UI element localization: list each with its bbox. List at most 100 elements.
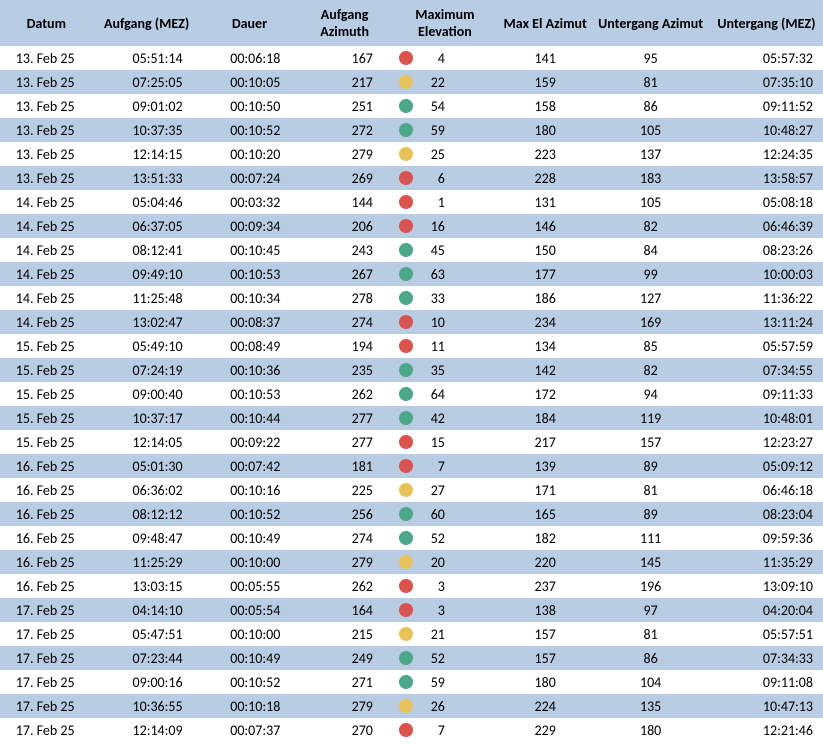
elevation-value: 52 (425, 530, 445, 547)
cell: 169 (591, 310, 709, 334)
elevation-dot-icon (399, 99, 413, 113)
cell-max-elevation: 60 (391, 502, 499, 526)
cell-max-elevation: 45 (391, 238, 499, 262)
cell: 157 (591, 430, 709, 454)
cell: 00:10:49 (201, 646, 299, 670)
cell: 09:48:47 (93, 526, 201, 550)
cell-max-elevation: 3 (391, 574, 499, 598)
cell: 184 (499, 406, 592, 430)
cell: 06:36:02 (93, 478, 201, 502)
cell: 12:14:15 (93, 142, 201, 166)
cell: 06:46:39 (710, 214, 823, 238)
cell: 159 (499, 70, 592, 94)
cell-max-elevation: 7 (391, 718, 499, 742)
cell: 07:24:19 (93, 358, 201, 382)
cell: 08:12:41 (93, 238, 201, 262)
cell: 08:12:12 (93, 502, 201, 526)
cell: 07:35:10 (710, 70, 823, 94)
cell: 09:11:52 (710, 94, 823, 118)
cell: 10:47:13 (710, 694, 823, 718)
table-row: 13. Feb 2512:14:1500:10:202792522313712:… (0, 142, 823, 166)
cell: 00:10:05 (201, 70, 299, 94)
cell: 16. Feb 25 (0, 574, 93, 598)
cell: 99 (591, 262, 709, 286)
cell: 183 (591, 166, 709, 190)
cell: 157 (499, 646, 592, 670)
cell: 16. Feb 25 (0, 502, 93, 526)
cell: 07:34:55 (710, 358, 823, 382)
cell: 206 (298, 214, 391, 238)
elevation-dot-icon (399, 195, 413, 209)
cell: 10:37:17 (93, 406, 201, 430)
cell: 05:09:12 (710, 454, 823, 478)
elevation-dot-icon (399, 579, 413, 593)
cell: 251 (298, 94, 391, 118)
cell: 15. Feb 25 (0, 430, 93, 454)
cell-max-elevation: 21 (391, 622, 499, 646)
cell: 05:57:51 (710, 622, 823, 646)
cell: 171 (499, 478, 592, 502)
cell: 17. Feb 25 (0, 598, 93, 622)
cell: 146 (499, 214, 592, 238)
cell: 00:10:00 (201, 622, 299, 646)
cell: 06:37:05 (93, 214, 201, 238)
cell: 279 (298, 694, 391, 718)
cell: 00:10:44 (201, 406, 299, 430)
cell: 08:23:26 (710, 238, 823, 262)
cell: 00:10:18 (201, 694, 299, 718)
cell-max-elevation: 11 (391, 334, 499, 358)
cell: 97 (591, 598, 709, 622)
cell: 00:09:34 (201, 214, 299, 238)
header-datum: Datum (0, 0, 93, 46)
cell: 127 (591, 286, 709, 310)
elevation-value: 52 (425, 650, 445, 667)
cell: 134 (499, 334, 592, 358)
pass-table: Datum Aufgang (MEZ) Dauer Aufgang Azimut… (0, 0, 823, 742)
cell: 17. Feb 25 (0, 694, 93, 718)
table-row: 16. Feb 2506:36:0200:10:16225271718106:4… (0, 478, 823, 502)
cell: 13. Feb 25 (0, 70, 93, 94)
table-row: 14. Feb 2506:37:0500:09:34206161468206:4… (0, 214, 823, 238)
cell: 135 (591, 694, 709, 718)
cell-max-elevation: 15 (391, 430, 499, 454)
elevation-dot-icon (399, 243, 413, 257)
elevation-value: 21 (425, 626, 445, 643)
cell-max-elevation: 22 (391, 70, 499, 94)
cell: 223 (499, 142, 592, 166)
table-row: 14. Feb 2511:25:4800:10:342783318612711:… (0, 286, 823, 310)
elevation-dot-icon (399, 291, 413, 305)
cell: 00:10:52 (201, 670, 299, 694)
cell: 13. Feb 25 (0, 166, 93, 190)
cell: 05:04:46 (93, 190, 201, 214)
cell: 279 (298, 142, 391, 166)
cell: 05:51:14 (93, 46, 201, 70)
elevation-dot-icon (399, 675, 413, 689)
cell-max-elevation: 26 (391, 694, 499, 718)
cell: 17. Feb 25 (0, 670, 93, 694)
header-maxel: Maximum Elevation (391, 0, 499, 46)
cell: 05:08:18 (710, 190, 823, 214)
elevation-dot-icon (399, 123, 413, 137)
cell: 00:08:37 (201, 310, 299, 334)
cell: 150 (499, 238, 592, 262)
cell: 256 (298, 502, 391, 526)
cell-max-elevation: 3 (391, 598, 499, 622)
cell: 186 (499, 286, 592, 310)
cell-max-elevation: 52 (391, 646, 499, 670)
table-row: 14. Feb 2508:12:4100:10:45243451508408:2… (0, 238, 823, 262)
table-row: 16. Feb 2513:03:1500:05:55262323719613:0… (0, 574, 823, 598)
cell: 05:57:32 (710, 46, 823, 70)
elevation-dot-icon (399, 459, 413, 473)
cell: 82 (591, 358, 709, 382)
table-row: 17. Feb 2507:23:4400:10:49249521578607:3… (0, 646, 823, 670)
cell: 14. Feb 25 (0, 238, 93, 262)
cell: 142 (499, 358, 592, 382)
elevation-value: 60 (425, 506, 445, 523)
cell: 00:10:52 (201, 118, 299, 142)
elevation-value: 15 (425, 434, 445, 451)
cell: 13:09:10 (710, 574, 823, 598)
cell: 00:06:18 (201, 46, 299, 70)
cell: 119 (591, 406, 709, 430)
elevation-dot-icon (399, 531, 413, 545)
cell: 16. Feb 25 (0, 550, 93, 574)
